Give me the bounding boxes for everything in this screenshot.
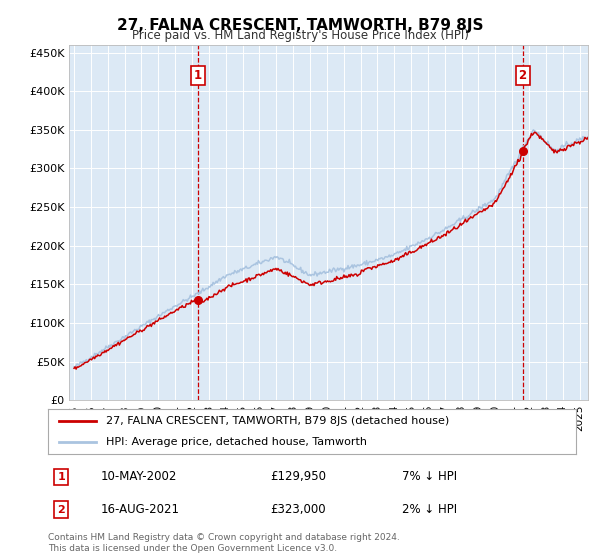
Text: 10-MAY-2002: 10-MAY-2002 bbox=[101, 470, 177, 483]
Text: 2: 2 bbox=[518, 69, 527, 82]
Text: 27, FALNA CRESCENT, TAMWORTH, B79 8JS (detached house): 27, FALNA CRESCENT, TAMWORTH, B79 8JS (d… bbox=[106, 416, 449, 426]
Text: 7% ↓ HPI: 7% ↓ HPI bbox=[402, 470, 457, 483]
Text: Price paid vs. HM Land Registry's House Price Index (HPI): Price paid vs. HM Land Registry's House … bbox=[131, 29, 469, 42]
Text: 2: 2 bbox=[58, 505, 65, 515]
Text: HPI: Average price, detached house, Tamworth: HPI: Average price, detached house, Tamw… bbox=[106, 437, 367, 447]
Text: 16-AUG-2021: 16-AUG-2021 bbox=[101, 503, 180, 516]
Text: £129,950: £129,950 bbox=[270, 470, 326, 483]
Text: 1: 1 bbox=[58, 472, 65, 482]
Text: 1: 1 bbox=[194, 69, 202, 82]
Text: £323,000: £323,000 bbox=[270, 503, 325, 516]
Text: 27, FALNA CRESCENT, TAMWORTH, B79 8JS: 27, FALNA CRESCENT, TAMWORTH, B79 8JS bbox=[117, 18, 483, 33]
Text: Contains HM Land Registry data © Crown copyright and database right 2024.
This d: Contains HM Land Registry data © Crown c… bbox=[48, 533, 400, 553]
Text: 2% ↓ HPI: 2% ↓ HPI bbox=[402, 503, 457, 516]
